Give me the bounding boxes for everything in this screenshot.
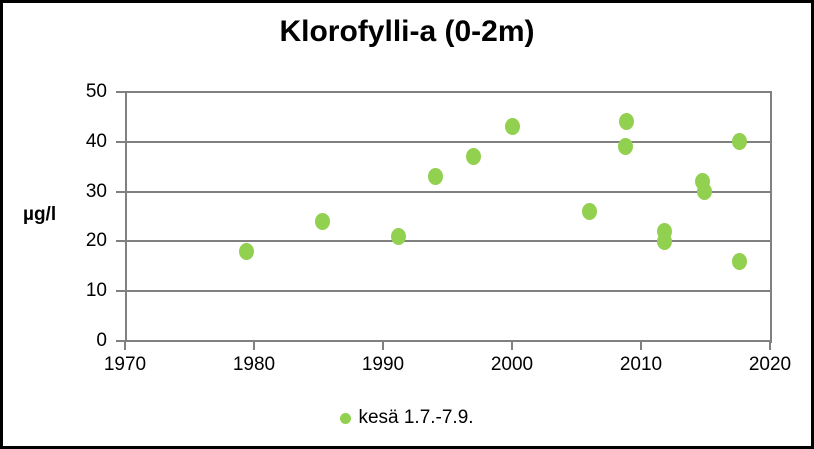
legend: kesä 1.7.-7.9. <box>3 407 811 429</box>
data-point-3 <box>428 168 444 186</box>
legend-marker-icon <box>340 412 352 424</box>
y-tick-label-30: 30 <box>85 180 107 202</box>
x-axis-line <box>125 340 772 342</box>
y-tick-0 <box>116 340 125 342</box>
data-point-4 <box>465 148 481 166</box>
x-tick-2000 <box>511 341 513 350</box>
y-tick-label-40: 40 <box>85 130 107 152</box>
x-tick-label-2020: 2020 <box>748 354 792 375</box>
data-point-10 <box>656 232 672 250</box>
x-tick-1990 <box>382 341 384 350</box>
x-tick-2010 <box>640 341 642 350</box>
y-axis-label: µg/l <box>23 204 57 225</box>
data-point-14 <box>731 252 747 270</box>
y-tick-20 <box>116 240 125 243</box>
data-point-2 <box>390 227 406 245</box>
gridline-y-20 <box>125 240 772 243</box>
data-point-1 <box>314 212 330 230</box>
y-tick-50 <box>116 91 125 93</box>
y-tick-label-10: 10 <box>85 280 107 302</box>
plot-right-border <box>770 92 772 343</box>
gridline-y-10 <box>125 290 772 293</box>
x-tick-label-1990: 1990 <box>361 354 405 375</box>
y-tick-30 <box>116 190 125 193</box>
x-tick-label-2010: 2010 <box>619 354 663 375</box>
x-tick-label-1980: 1980 <box>232 354 276 375</box>
gridline-y-40 <box>125 140 772 143</box>
y-tick-label-50: 50 <box>85 81 107 102</box>
y-tick-label-20: 20 <box>85 230 107 252</box>
y-tick-40 <box>116 140 125 143</box>
chart-title: Klorofylli-a (0-2m) <box>279 15 535 48</box>
legend-label: kesä 1.7.-7.9. <box>358 407 474 428</box>
y-axis-line <box>125 92 127 341</box>
x-tick-1980 <box>253 341 255 350</box>
data-point-7 <box>619 113 635 131</box>
gridline-y-50 <box>125 91 772 93</box>
x-tick-label-1970: 1970 <box>103 354 147 375</box>
data-point-8 <box>618 138 634 156</box>
data-point-5 <box>504 118 520 136</box>
x-tick-1970 <box>124 341 126 350</box>
data-point-12 <box>696 183 712 201</box>
x-tick-label-2000: 2000 <box>490 354 534 375</box>
data-point-6 <box>581 203 597 221</box>
y-tick-10 <box>116 290 125 293</box>
x-tick-2020 <box>769 341 771 350</box>
gridline-y-30 <box>125 190 772 193</box>
y-tick-label-0: 0 <box>96 330 107 351</box>
data-point-13 <box>731 133 747 151</box>
data-point-0 <box>238 242 254 260</box>
